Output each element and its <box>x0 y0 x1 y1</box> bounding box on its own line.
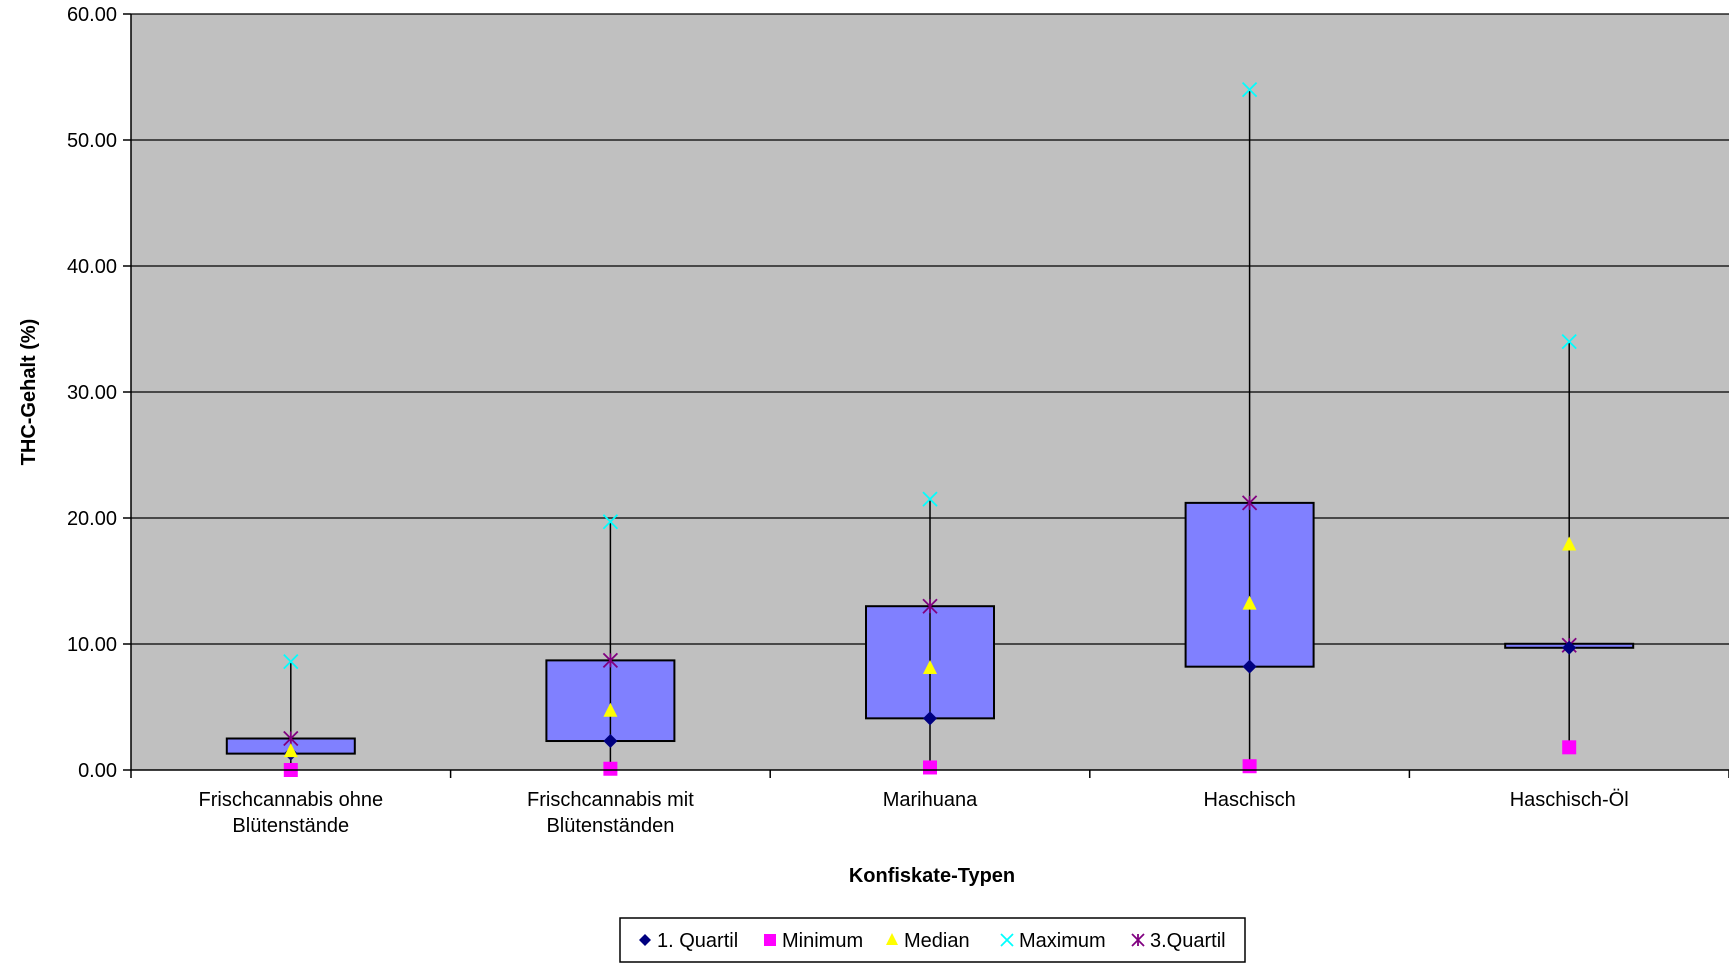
legend-box <box>619 917 1246 963</box>
point-triangle <box>603 702 618 717</box>
point-x <box>1241 81 1258 98</box>
point-diamond <box>923 711 937 726</box>
legend-marker-x <box>1000 933 1014 947</box>
point-square <box>923 760 937 775</box>
point-x-stroke <box>1561 333 1577 350</box>
y-tick-label: 60.00 <box>67 4 117 26</box>
legend-marker-square <box>764 934 776 946</box>
point-x-stroke <box>283 654 299 670</box>
legend-label: Median <box>904 930 970 952</box>
legend-label: Minimum <box>782 930 863 952</box>
category-label: Blütenständen <box>546 815 674 837</box>
y-tick-label: 40.00 <box>67 256 117 278</box>
legend-marker-star <box>1131 933 1145 947</box>
y-tick-label: 0.00 <box>78 760 117 782</box>
point-x <box>283 654 299 670</box>
point-square <box>1242 759 1257 774</box>
point-x <box>602 514 619 530</box>
point-triangle <box>283 743 298 758</box>
x-axis-title: Konfiskate-Typen <box>849 865 1015 887</box>
legend: 1. Quartil Minimum Median Maximum 3.Quartil <box>619 917 1246 963</box>
point-diamond <box>603 734 618 749</box>
category-label: Frischcannabis mit <box>527 789 694 811</box>
legend-label: Maximum <box>1019 930 1106 952</box>
point-star <box>922 598 938 614</box>
y-axis-title: THC-Gehalt (%) <box>18 319 40 466</box>
point-star <box>602 652 619 669</box>
point-x <box>922 491 938 507</box>
category-label: Blütenstände <box>232 815 349 837</box>
point-x-stroke <box>1241 81 1258 98</box>
point-diamond <box>1562 640 1577 655</box>
legend-marker-x-stroke <box>1000 933 1014 947</box>
legend-marker-diamond <box>639 934 651 946</box>
category-label: Haschisch <box>1203 789 1295 811</box>
point-x-stroke <box>602 514 619 530</box>
point-square <box>603 761 618 776</box>
y-tick-label: 50.00 <box>67 130 117 152</box>
category-label: Haschisch-Öl <box>1510 789 1629 811</box>
category-label: Marihuana <box>883 789 978 811</box>
category-label: Frischcannabis ohne <box>199 789 384 811</box>
point-x-stroke <box>922 491 938 507</box>
point-triangle <box>1562 536 1577 551</box>
y-tick-label: 10.00 <box>67 634 117 656</box>
y-tick-label: 20.00 <box>67 508 117 530</box>
y-tick-label: 30.00 <box>67 382 117 404</box>
point-triangle <box>923 659 937 674</box>
legend-marker-triangle <box>886 933 898 945</box>
point-diamond <box>1242 659 1257 674</box>
point-square <box>1562 740 1577 755</box>
legend-label: 1. Quartil <box>657 930 738 952</box>
point-x <box>1561 333 1577 350</box>
legend-label: 3.Quartil <box>1150 930 1226 952</box>
point-star <box>1241 495 1258 511</box>
point-triangle <box>1242 595 1257 610</box>
